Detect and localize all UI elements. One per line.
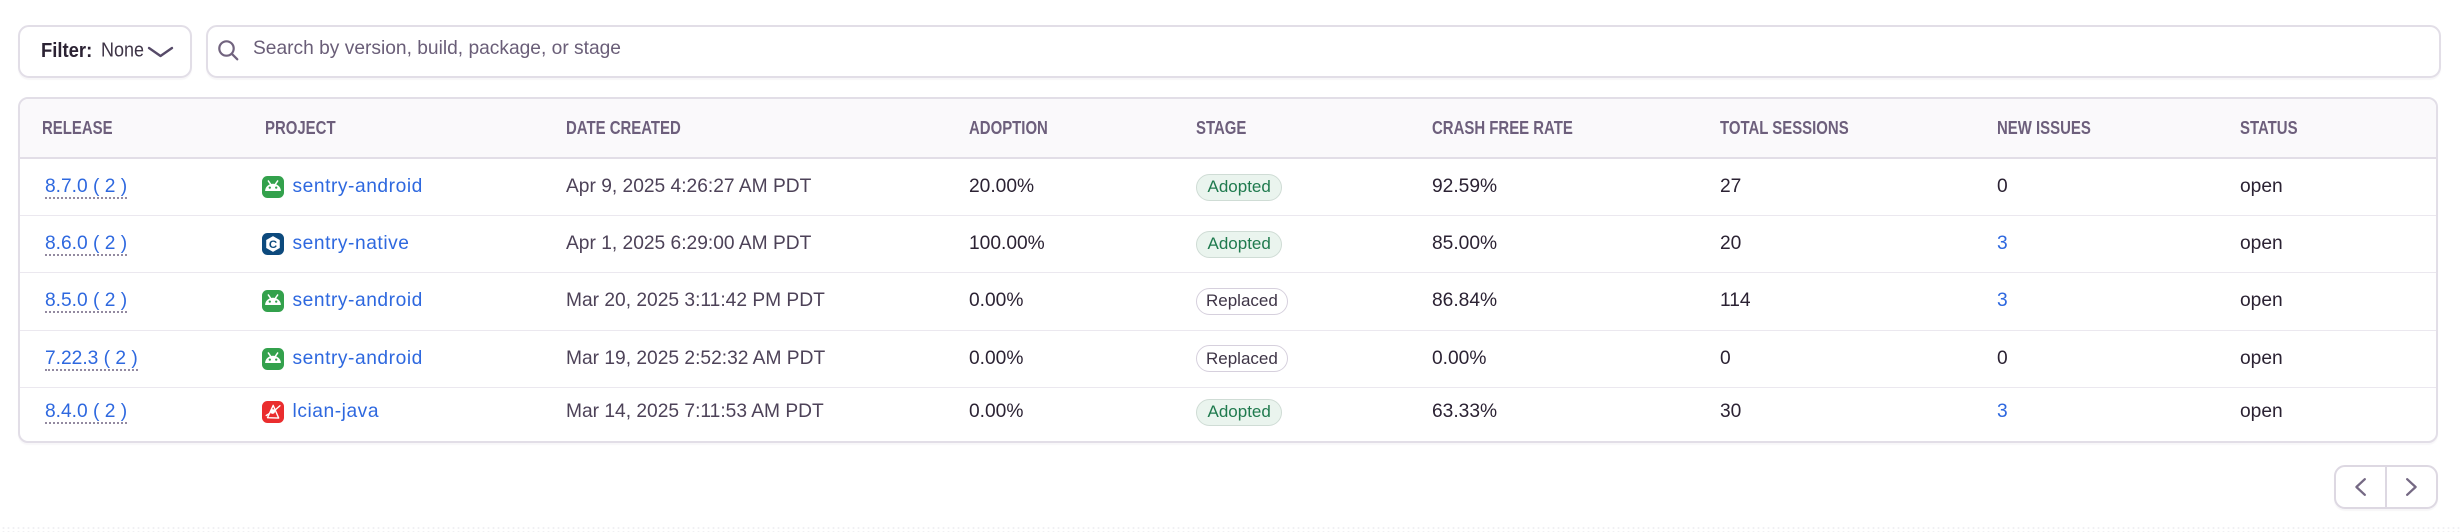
svg-text:C: C [269, 239, 277, 251]
